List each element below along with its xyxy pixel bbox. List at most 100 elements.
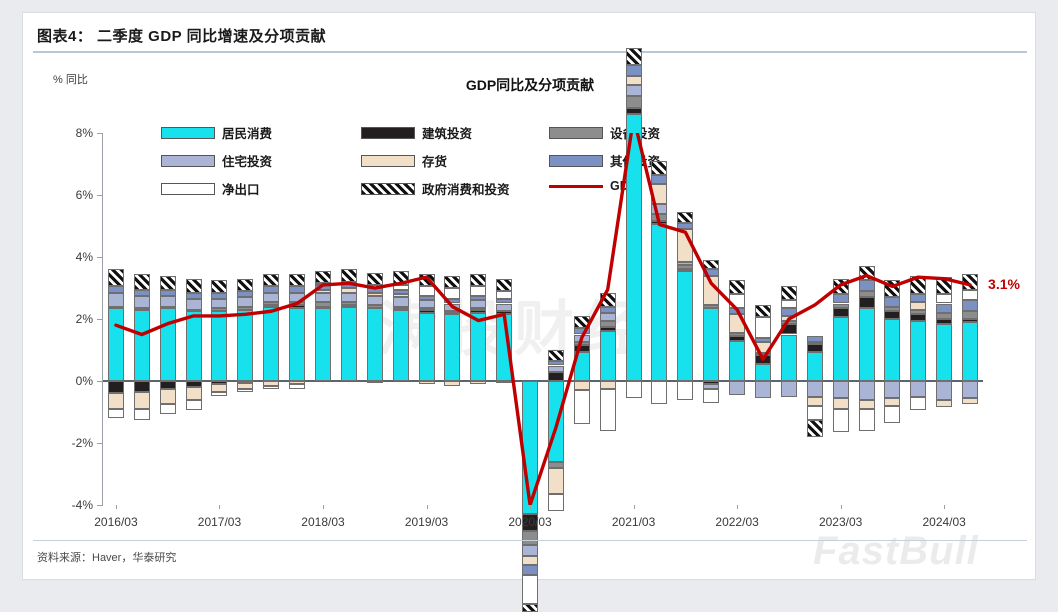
bar-segment-housing bbox=[366, 295, 383, 306]
bar-segment-other_inv bbox=[832, 294, 849, 304]
bar-stack bbox=[522, 133, 539, 612]
bar-segment-consumption bbox=[599, 331, 616, 381]
bar-segment-other_inv bbox=[651, 174, 668, 185]
legend-item-net_exports[interactable]: 净出口 bbox=[161, 179, 260, 198]
legend-item-government[interactable]: 政府消费和投资 bbox=[361, 179, 510, 198]
legend-swatch-consumption bbox=[161, 126, 215, 139]
bar-segment-other_inv bbox=[133, 289, 150, 296]
bar-segment-net_exports bbox=[547, 494, 564, 512]
legend-swatch-housing bbox=[161, 154, 215, 167]
bar-segment-government bbox=[211, 280, 228, 293]
bar-segment-other_inv bbox=[599, 306, 616, 313]
bar-segment-net_exports bbox=[884, 405, 901, 423]
bar-segment-other_inv bbox=[573, 328, 590, 335]
bar-segment-other_inv bbox=[211, 292, 228, 299]
bar-segment-construction bbox=[470, 309, 487, 313]
legend-item-housing[interactable]: 住宅投资 bbox=[161, 151, 272, 170]
bar-stack bbox=[496, 133, 513, 505]
bar-segment-consumption bbox=[263, 306, 280, 381]
x-axis-tick-label: 2023/03 bbox=[818, 515, 863, 529]
bar-segment-net_exports bbox=[470, 286, 487, 296]
bar-segment-other_inv bbox=[625, 64, 642, 76]
figure-card: 图表4： 二季度 GDP 同比增速及分项贡献 % 同比 GDP同比及分项贡献 满… bbox=[22, 12, 1036, 612]
plot-area: 2016/03 2017/03 2018/03 2019/03 2020/03 2021/… bbox=[72, 47, 983, 612]
bar-segment-housing bbox=[884, 381, 901, 399]
bar-segment-equipment bbox=[962, 311, 979, 319]
legend-label-inventory: 存货 bbox=[422, 155, 448, 169]
bar-segment-net_exports bbox=[599, 388, 616, 431]
bar-segment-government bbox=[444, 275, 461, 288]
bar-segment-consumption bbox=[392, 309, 409, 381]
title-divider bbox=[33, 51, 1027, 53]
bar-segment-net_exports bbox=[211, 391, 228, 397]
x-axis-tick-label: 2020/03 bbox=[508, 515, 552, 529]
x-axis-tick bbox=[840, 505, 842, 509]
legend-label-net_exports: 净出口 bbox=[222, 183, 260, 197]
bar-segment-net_exports bbox=[806, 405, 823, 420]
bar-segment-housing bbox=[703, 384, 720, 389]
bar-segment-other_inv bbox=[910, 294, 927, 302]
bar-segment-housing bbox=[392, 297, 409, 307]
bar-segment-inventory bbox=[625, 75, 642, 85]
x-axis-tick-label: 2022/03 bbox=[715, 515, 759, 529]
x-axis-tick bbox=[633, 505, 635, 509]
x-axis-tick-label: 2024/03 bbox=[922, 515, 966, 529]
legend-item-equipment[interactable]: 设备投资 bbox=[549, 123, 660, 142]
bar-segment-consumption bbox=[133, 309, 150, 381]
bar-segment-net_exports bbox=[625, 381, 642, 399]
bar-segment-housing bbox=[677, 261, 694, 265]
gdp-line bbox=[114, 133, 972, 505]
bar-segment-inventory bbox=[185, 387, 202, 400]
bar-segment-construction bbox=[936, 319, 953, 324]
bar-segment-net_exports bbox=[392, 284, 409, 290]
bar-segment-consumption bbox=[832, 317, 849, 381]
bar-segment-construction bbox=[392, 308, 409, 311]
bar-segment-other_inv bbox=[444, 298, 461, 304]
bar-segment-housing bbox=[625, 84, 642, 96]
bar-segment-construction bbox=[366, 381, 383, 383]
bar-segment-equipment bbox=[625, 95, 642, 109]
bar-segment-net_exports bbox=[573, 390, 590, 425]
bar-segment-other_inv bbox=[185, 292, 202, 299]
bar-segment-construction bbox=[599, 326, 616, 332]
gdp-line-svg bbox=[114, 133, 972, 505]
bar-segment-other_inv bbox=[107, 286, 124, 293]
bar-segment-inventory bbox=[470, 381, 487, 385]
bar-stack bbox=[470, 133, 487, 505]
bar-stack bbox=[107, 133, 124, 505]
bar-segment-equipment bbox=[599, 320, 616, 327]
bar-stack bbox=[703, 133, 720, 505]
bar-segment-housing bbox=[133, 295, 150, 309]
bar-segment-net_exports bbox=[263, 385, 280, 389]
bar-segment-consumption bbox=[729, 340, 746, 381]
bar-segment-construction bbox=[858, 297, 875, 309]
bar-segment-other_inv bbox=[392, 289, 409, 295]
bar-segment-other_inv bbox=[263, 286, 280, 293]
x-axis-tick-label: 2016/03 bbox=[94, 515, 138, 529]
legend-swatch-inventory bbox=[361, 154, 415, 167]
bar-segment-housing bbox=[185, 298, 202, 310]
legend-item-consumption[interactable]: 居民消费 bbox=[161, 123, 272, 142]
bar-segment-construction bbox=[444, 312, 461, 315]
bar-segment-equipment bbox=[677, 264, 694, 270]
y-axis-tick bbox=[97, 133, 103, 134]
bar-segment-inventory bbox=[159, 388, 176, 405]
bar-segment-housing bbox=[858, 381, 875, 400]
bar-segment-equipment bbox=[832, 303, 849, 309]
bar-stack bbox=[185, 133, 202, 505]
bar-segment-inventory bbox=[522, 556, 539, 566]
bar-segment-consumption bbox=[936, 323, 953, 381]
legend-item-inventory[interactable]: 存货 bbox=[361, 151, 447, 170]
bar-segment-consumption bbox=[185, 311, 202, 381]
bar-segment-consumption bbox=[366, 308, 383, 381]
chart-legend: 居民消费建筑投资设备投资住宅投资存货其他投资净出口政府消费和投资GDP bbox=[161, 123, 681, 199]
legend-item-construction[interactable]: 建筑投资 bbox=[361, 123, 472, 142]
bar-segment-housing bbox=[496, 303, 513, 312]
bar-segment-housing bbox=[547, 365, 564, 372]
bar-segment-government bbox=[263, 274, 280, 287]
y-axis-tick bbox=[97, 505, 103, 506]
bar-segment-equipment bbox=[107, 306, 124, 309]
bar-segment-government bbox=[651, 160, 668, 175]
bar-segment-housing bbox=[340, 292, 357, 302]
bar-segment-equipment bbox=[470, 308, 487, 311]
